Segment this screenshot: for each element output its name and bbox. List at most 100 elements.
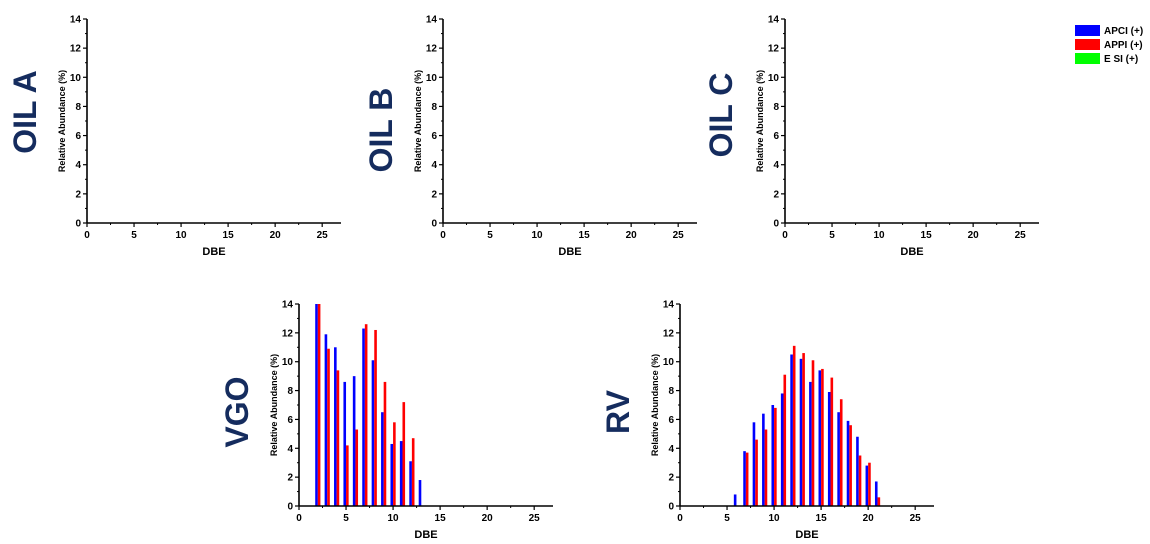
y-tick-label: 8 [668, 386, 674, 397]
y-axis-title: Relative Abundance (%) [57, 70, 67, 172]
bar-appi-dbe-9 [764, 429, 768, 506]
bar-apci-dbe-17 [837, 412, 840, 506]
y-tick-label: 2 [287, 473, 293, 484]
bar-appi-dbe-9 [383, 381, 387, 506]
y-tick-label: 10 [663, 357, 675, 368]
bar-appi-dbe-12 [411, 438, 415, 506]
chart-panel-1: 0 2 4 6 8 10 12 14 0 5 10 15 20 25 DBE Relative Abundan… [7, 15, 341, 258]
bar-apci-dbe-2 [315, 304, 318, 506]
legend-label: E SI (+) [1104, 54, 1138, 65]
y-axis-title: Relative Abundance (%) [650, 354, 660, 456]
y-tick-label: 12 [282, 328, 294, 339]
x-tick-label: 0 [296, 513, 302, 524]
bar-appi-dbe-3 [327, 348, 330, 506]
x-tick-label: 25 [1015, 230, 1027, 241]
bar-apci-dbe-11 [780, 393, 784, 506]
x-axis-title: DBE [795, 529, 818, 541]
bar-appi-dbe-21 [877, 497, 881, 506]
y-tick-label: 10 [70, 73, 82, 84]
y-tick-label: 4 [75, 160, 81, 171]
panel-label: VGO [219, 376, 255, 447]
x-tick-label: 25 [673, 230, 685, 241]
y-tick-label: 0 [287, 502, 293, 513]
x-tick-label: 0 [440, 230, 446, 241]
y-tick-label: 12 [426, 44, 438, 55]
y-tick-label: 14 [663, 300, 675, 311]
y-tick-label: 6 [287, 415, 293, 426]
x-axis-title: DBE [414, 529, 437, 541]
bar-apci-dbe-8 [752, 422, 756, 506]
y-tick-label: 0 [668, 502, 674, 513]
x-tick-label: 15 [816, 513, 828, 524]
y-tick-label: 14 [282, 300, 294, 311]
y-tick-label: 6 [431, 131, 437, 142]
bar-apci-dbe-7 [743, 451, 746, 506]
y-axis-title: Relative Abundance (%) [755, 70, 765, 172]
x-tick-label: 25 [910, 513, 922, 524]
bar-apci-dbe-6 [733, 494, 737, 506]
bar-appi-dbe-16 [830, 377, 834, 506]
x-tick-label: 25 [529, 513, 541, 524]
x-tick-label: 5 [487, 230, 493, 241]
bar-apci-dbe-16 [827, 392, 831, 506]
x-tick-label: 0 [677, 513, 683, 524]
bar-apci-dbe-12 [409, 461, 412, 506]
y-tick-label: 2 [75, 189, 81, 200]
x-tick-label: 5 [131, 230, 137, 241]
y-tick-label: 10 [282, 357, 294, 368]
x-tick-label: 20 [968, 230, 980, 241]
y-tick-label: 4 [773, 160, 779, 171]
bar-appi-dbe-5 [346, 445, 349, 506]
bar-apci-dbe-10 [771, 405, 775, 506]
bar-apci-dbe-8 [371, 360, 375, 506]
x-tick-label: 0 [782, 230, 788, 241]
y-tick-label: 6 [668, 415, 674, 426]
y-tick-label: 4 [668, 444, 674, 455]
y-tick-label: 8 [287, 386, 293, 397]
chart-panel-4: 0 2 4 6 8 10 12 14 0 5 10 15 20 25 DBE Relative Abundan… [219, 300, 553, 541]
bar-apci-dbe-9 [762, 413, 765, 506]
bar-apci-dbe-13 [799, 358, 803, 506]
y-tick-label: 8 [431, 102, 437, 113]
bar-apci-dbe-7 [362, 328, 365, 506]
x-axis-title: DBE [900, 246, 923, 258]
x-tick-label: 25 [317, 230, 329, 241]
y-tick-label: 14 [70, 15, 82, 26]
y-tick-label: 12 [663, 328, 675, 339]
x-tick-label: 5 [829, 230, 835, 241]
y-tick-label: 10 [768, 73, 780, 84]
bar-apci-dbe-14 [809, 381, 812, 506]
legend-label: APCI (+) [1104, 26, 1143, 37]
x-axis-title: DBE [558, 246, 581, 258]
bar-appi-dbe-4 [336, 370, 340, 506]
legend-swatch [1075, 25, 1100, 36]
legend-label: APPI (+) [1104, 40, 1143, 51]
bar-appi-dbe-10 [774, 407, 777, 506]
bar-appi-dbe-14 [811, 360, 815, 506]
x-tick-label: 10 [874, 230, 886, 241]
y-tick-label: 2 [431, 189, 437, 200]
bar-appi-dbe-7 [364, 324, 368, 506]
x-tick-label: 15 [579, 230, 591, 241]
x-tick-label: 10 [769, 513, 781, 524]
panel-label: OIL C [703, 73, 739, 158]
bar-appi-dbe-6 [355, 429, 359, 506]
y-tick-label: 0 [431, 219, 437, 230]
bar-apci-dbe-10 [390, 443, 394, 506]
bar-appi-dbe-11 [402, 402, 406, 506]
y-tick-label: 8 [75, 102, 81, 113]
legend: APCI (+) APPI (+) E SI (+) [1075, 25, 1143, 65]
bar-appi-dbe-13 [802, 353, 805, 506]
x-tick-label: 10 [388, 513, 400, 524]
y-axis-title: Relative Abundance (%) [413, 70, 423, 172]
y-tick-label: 0 [773, 219, 779, 230]
bar-appi-dbe-15 [821, 368, 824, 506]
panel-label: OIL B [363, 88, 399, 173]
x-tick-label: 15 [921, 230, 933, 241]
x-tick-label: 0 [84, 230, 90, 241]
y-tick-label: 8 [773, 102, 779, 113]
y-tick-label: 6 [75, 131, 81, 142]
x-tick-label: 20 [626, 230, 638, 241]
bar-apci-dbe-3 [324, 334, 328, 506]
chart-panel-2: 0 2 4 6 8 10 12 14 0 5 10 15 20 25 DBE Relative Abundan… [363, 15, 697, 258]
